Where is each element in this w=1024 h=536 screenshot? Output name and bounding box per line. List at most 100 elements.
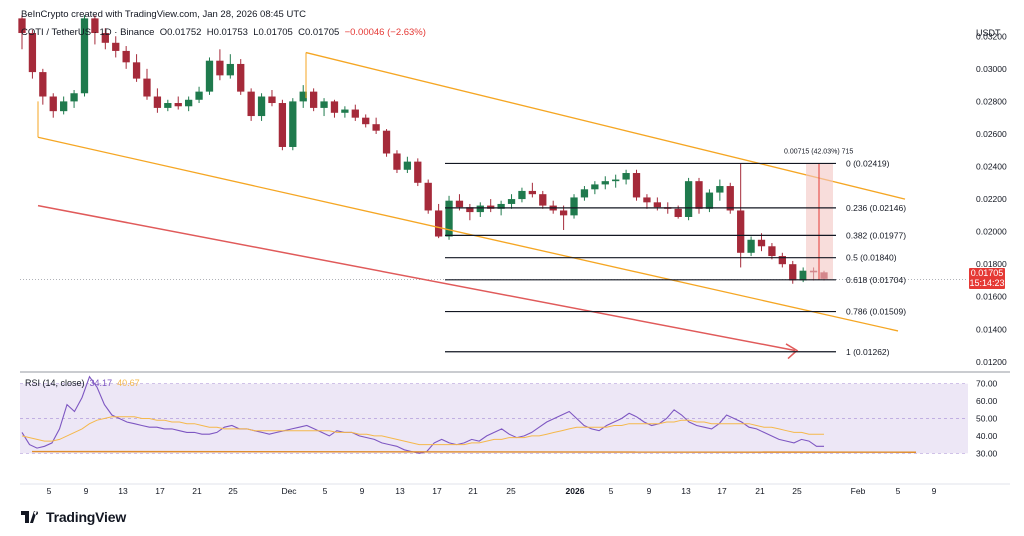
time-tick-label: 9: [932, 486, 937, 496]
measure-label: 0.00715 (42.03%) 715: [784, 148, 853, 155]
candle-body: [320, 101, 328, 108]
candle-body: [330, 101, 339, 113]
ohlc-open: O0.01752: [159, 27, 202, 38]
candle-body: [466, 207, 474, 213]
price-pane[interactable]: 0.00715 (42.03%) 715 0 (0.02419) 0.236 (0.…: [18, 15, 968, 360]
time-tick-label: 13: [395, 486, 405, 496]
rsi-ma-line: [21, 416, 824, 446]
candle-body: [49, 96, 57, 112]
rsi-tick-label: 60.00: [976, 396, 998, 406]
time-tick-label: 9: [360, 486, 365, 496]
price-tick-label: 0.01800: [976, 259, 1007, 269]
candle-body: [737, 210, 745, 253]
time-tick-label: 25: [792, 486, 802, 496]
time-tick-label: 17: [432, 486, 442, 496]
candle-body: [789, 264, 797, 281]
ohlc-close: C0.01705: [298, 27, 340, 38]
fib-level-label: 0.5 (0.01840): [846, 253, 897, 263]
rsi-tick-label: 50.00: [976, 414, 998, 424]
candle-body: [612, 179, 620, 182]
candle-body: [174, 103, 182, 107]
candle-body: [632, 173, 641, 198]
candle-body: [622, 173, 630, 180]
candle-countdown: 15:14:23: [969, 278, 1005, 288]
price-tick-label: 0.03200: [976, 31, 1007, 41]
ohlc-low: L0.01705: [253, 27, 293, 38]
tradingview-logo[interactable]: TradingView: [21, 509, 126, 525]
candle-body: [351, 109, 359, 118]
candle-body: [434, 210, 443, 237]
candle-body: [18, 18, 26, 34]
candle-body: [70, 93, 78, 102]
candle-body: [101, 33, 109, 43]
candle-body: [257, 96, 266, 117]
ohlc-high: H0.01753: [206, 27, 248, 38]
current-price-value: 0.01705: [970, 268, 1004, 278]
candle-body: [528, 190, 537, 195]
candle-body: [185, 99, 193, 107]
time-tick-label: Feb: [851, 486, 866, 496]
candle-body: [445, 200, 453, 237]
rsi-tick-label: 40.00: [976, 431, 998, 441]
candle-body: [112, 42, 120, 51]
channel-upper-line: [305, 51, 906, 200]
candle-body: [424, 182, 432, 211]
candle-body: [226, 63, 234, 76]
ohlc-change: −0.00046 (−2.63%): [344, 27, 426, 38]
candle-body: [716, 186, 724, 193]
time-tick-label: Dec: [281, 486, 297, 496]
time-tick-label: 21: [755, 486, 765, 496]
fib-level-label: 0.786 (0.01509): [846, 307, 906, 317]
time-tick-label: 13: [681, 486, 691, 496]
time-tick-label: 9: [84, 486, 89, 496]
fib-level-label: 0.382 (0.01977): [846, 230, 906, 240]
fib-level-label: 0.236 (0.02146): [846, 203, 906, 213]
rsi-legend-value: 34.17: [89, 378, 113, 388]
candle-body: [476, 205, 484, 213]
time-tick-label: 13: [118, 486, 128, 496]
time-tick-label: 25: [506, 486, 516, 496]
fib-level-label: 1 (0.01262): [846, 347, 890, 357]
symbol-legend: COTI / TetherUS · 1D · Binance O0.01752 …: [21, 27, 426, 38]
candle-body: [799, 270, 807, 281]
price-tick-label: 0.01200: [976, 357, 1007, 367]
rsi-pane[interactable]: [20, 375, 968, 454]
candle-body: [591, 184, 599, 190]
candle-body: [695, 181, 703, 209]
candle-body: [122, 50, 130, 63]
candle-body: [132, 62, 141, 79]
candle-body: [153, 96, 162, 108]
candle-body: [28, 33, 37, 73]
candle-body: [403, 161, 412, 170]
time-tick-label: 5: [47, 486, 52, 496]
rsi-tick-label: 30.00: [976, 448, 998, 458]
time-tick-label: 5: [896, 486, 901, 496]
candle-body: [289, 101, 297, 147]
candle-body: [726, 186, 734, 211]
price-tick-label: 0.02200: [976, 194, 1007, 204]
candle-body: [705, 192, 714, 209]
time-tick-label: 17: [717, 486, 727, 496]
candle-body: [247, 91, 255, 117]
candle-body: [237, 63, 245, 92]
candle-body: [39, 72, 47, 97]
candle-body: [674, 208, 682, 217]
candle-body: [559, 210, 568, 216]
candle-body: [195, 91, 203, 100]
price-axis-currency: USDT: [976, 28, 1001, 38]
time-tick-label: 2026: [566, 486, 585, 496]
candle-body: [580, 189, 589, 198]
candle-body: [518, 190, 526, 200]
candle-body: [653, 202, 661, 208]
rsi-legend: RSI (14, close) 34.17 40.67: [25, 378, 140, 388]
candle-body: [309, 91, 318, 108]
candle-body: [216, 60, 224, 76]
time-tick-label: 5: [323, 486, 328, 496]
time-tick-label: 21: [192, 486, 202, 496]
brand-name: TradingView: [46, 509, 127, 525]
attribution-text: BeInCrypto created with TradingView.com,…: [21, 9, 306, 20]
price-tick-label: 0.01600: [976, 292, 1007, 302]
candle-body: [601, 181, 609, 185]
